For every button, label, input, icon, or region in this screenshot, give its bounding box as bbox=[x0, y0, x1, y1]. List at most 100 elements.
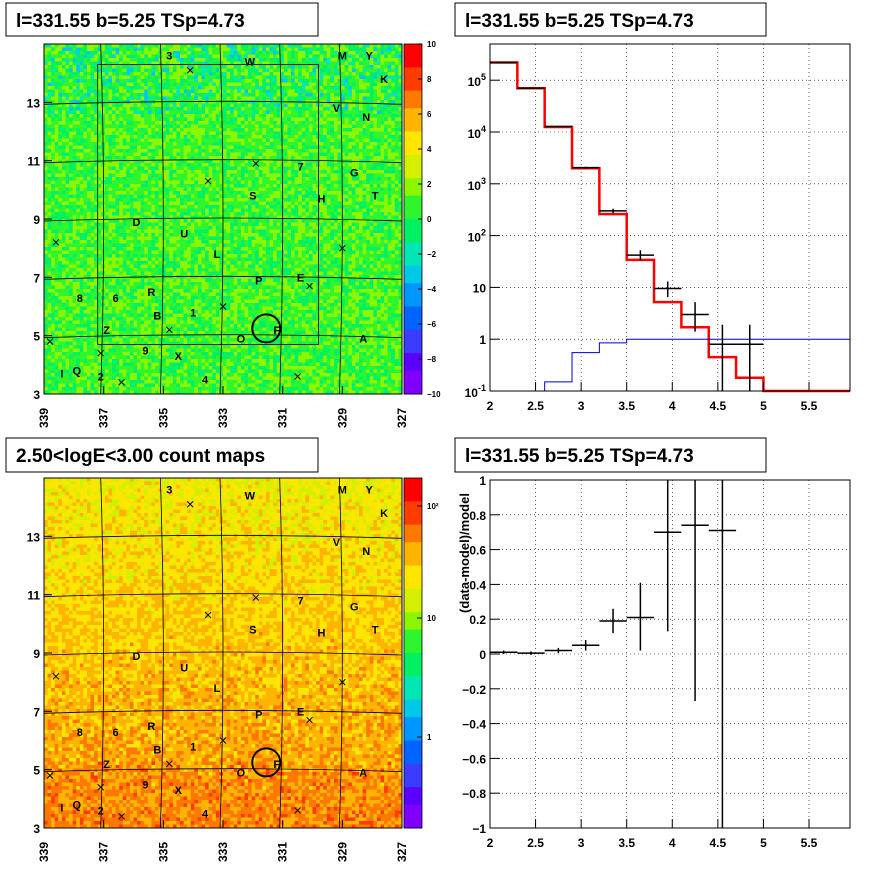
heatmap-cell bbox=[230, 212, 234, 216]
heatmap-cell bbox=[377, 44, 381, 48]
heatmap-cell bbox=[330, 128, 334, 132]
heatmap-cell bbox=[370, 212, 374, 216]
heatmap-cell bbox=[173, 83, 177, 87]
heatmap-cell bbox=[370, 69, 374, 73]
heatmap-cell bbox=[355, 90, 359, 94]
heatmap-cell bbox=[377, 121, 381, 125]
heatmap-cell bbox=[62, 195, 66, 199]
heatmap-cell bbox=[309, 107, 313, 111]
heatmap-cell bbox=[191, 156, 195, 160]
heatmap-cell bbox=[116, 139, 120, 143]
heatmap-cell bbox=[91, 118, 95, 122]
heatmap-cell bbox=[287, 188, 291, 192]
heatmap-cell bbox=[134, 65, 138, 69]
heatmap-cell bbox=[126, 149, 130, 153]
heatmap-cell bbox=[287, 139, 291, 143]
heatmap-cell bbox=[80, 191, 84, 195]
heatmap-cell bbox=[334, 170, 338, 174]
heatmap-cell bbox=[384, 191, 388, 195]
heatmap-cell bbox=[148, 202, 152, 206]
heatmap-cell bbox=[51, 107, 55, 111]
heatmap-cell bbox=[384, 107, 388, 111]
heatmap-cell bbox=[148, 118, 152, 122]
heatmap-cell bbox=[48, 93, 52, 97]
heatmap-cell bbox=[345, 167, 349, 171]
heatmap-cell bbox=[98, 83, 102, 87]
heatmap-cell bbox=[323, 135, 327, 139]
heatmap-cell bbox=[309, 48, 313, 52]
heatmap-cell bbox=[266, 48, 270, 52]
heatmap-cell bbox=[116, 205, 120, 209]
heatmap-cell bbox=[116, 212, 120, 216]
heatmap-cell bbox=[359, 191, 363, 195]
heatmap-cell bbox=[348, 216, 352, 220]
heatmap-cell bbox=[87, 170, 91, 174]
heatmap-cell bbox=[62, 160, 66, 164]
heatmap-cell bbox=[320, 153, 324, 157]
heatmap-cell bbox=[108, 135, 112, 139]
heatmap-cell bbox=[216, 209, 220, 213]
heatmap-cell bbox=[287, 205, 291, 209]
heatmap-cell bbox=[130, 202, 134, 206]
heatmap-cell bbox=[244, 83, 248, 87]
heatmap-cell bbox=[381, 181, 385, 185]
heatmap-cell bbox=[98, 195, 102, 199]
heatmap-cell bbox=[295, 93, 299, 97]
heatmap-cell bbox=[151, 156, 155, 160]
heatmap-cell bbox=[334, 163, 338, 167]
heatmap-cell bbox=[313, 121, 317, 125]
heatmap-cell bbox=[241, 128, 245, 132]
heatmap-cell bbox=[180, 139, 184, 143]
heatmap-cell bbox=[180, 132, 184, 136]
heatmap-cell bbox=[76, 174, 80, 178]
heatmap-cell bbox=[205, 118, 209, 122]
heatmap-cell bbox=[266, 93, 270, 97]
heatmap-cell bbox=[169, 153, 173, 157]
heatmap-cell bbox=[137, 209, 141, 213]
heatmap-cell bbox=[395, 86, 399, 90]
heatmap-cell bbox=[313, 83, 317, 87]
heatmap-cell bbox=[395, 142, 399, 146]
heatmap-cell bbox=[391, 125, 395, 129]
heatmap-cell bbox=[55, 167, 59, 171]
heatmap-cell bbox=[126, 191, 130, 195]
heatmap-cell bbox=[366, 163, 370, 167]
heatmap-cell bbox=[65, 107, 69, 111]
heatmap-cell bbox=[270, 209, 274, 213]
heatmap-cell bbox=[173, 132, 177, 136]
heatmap-cell bbox=[155, 72, 159, 76]
heatmap-cell bbox=[48, 177, 52, 181]
heatmap-cell bbox=[280, 104, 284, 108]
heatmap-cell bbox=[141, 170, 145, 174]
heatmap-cell bbox=[270, 125, 274, 129]
heatmap-cell bbox=[98, 90, 102, 94]
heatmap-cell bbox=[302, 48, 306, 52]
heatmap-cell bbox=[116, 170, 120, 174]
heatmap-cell bbox=[366, 125, 370, 129]
heatmap-cell bbox=[144, 121, 148, 125]
heatmap-cell bbox=[144, 177, 148, 181]
heatmap-cell bbox=[198, 93, 202, 97]
heatmap-cell bbox=[166, 149, 170, 153]
heatmap-cell bbox=[366, 142, 370, 146]
heatmap-cell bbox=[105, 51, 109, 55]
heatmap-cell bbox=[305, 114, 309, 118]
heatmap-cell bbox=[273, 149, 277, 153]
heatmap-cell bbox=[223, 195, 227, 199]
heatmap-cell bbox=[377, 209, 381, 213]
heatmap-cell bbox=[184, 146, 188, 150]
heatmap-cell bbox=[320, 51, 324, 55]
heatmap-cell bbox=[345, 212, 349, 216]
heatmap-cell bbox=[287, 135, 291, 139]
heatmap-cell bbox=[295, 83, 299, 87]
heatmap-cell bbox=[180, 170, 184, 174]
heatmap-cell bbox=[313, 48, 317, 52]
heatmap-cell bbox=[284, 177, 288, 181]
heatmap-cell bbox=[58, 174, 62, 178]
heatmap-cell bbox=[55, 79, 59, 83]
heatmap-cell bbox=[298, 128, 302, 132]
heatmap-cell bbox=[309, 72, 313, 76]
heatmap-cell bbox=[209, 44, 213, 48]
heatmap-cell bbox=[287, 149, 291, 153]
heatmap-cell bbox=[352, 149, 356, 153]
